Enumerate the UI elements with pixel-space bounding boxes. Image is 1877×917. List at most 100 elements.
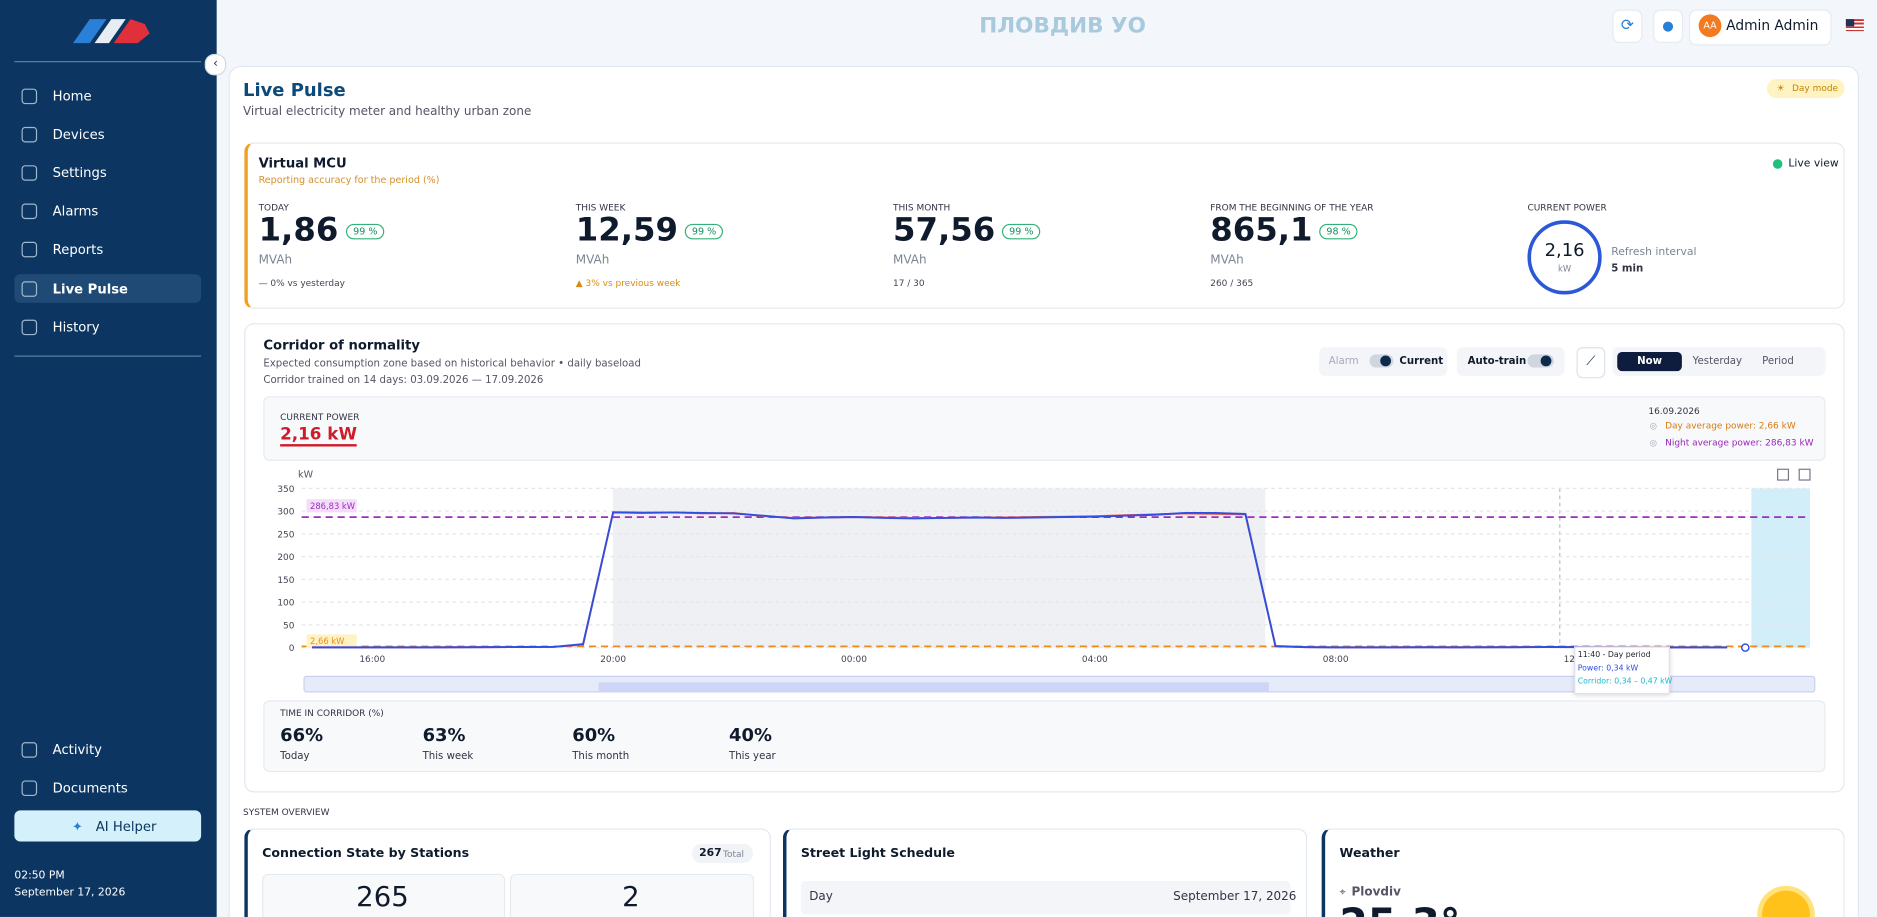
stat-label: FROM THE BEGINNING OF THE YEAR [1210,202,1374,214]
hover-point [1741,643,1750,652]
page-subtitle: Virtual electricity meter and healthy ur… [243,105,532,119]
refresh-value: 5 min [1611,263,1644,276]
chart-type-button[interactable]: ⟋ [1576,347,1606,379]
y-tick-label: 0 [289,644,295,654]
weather-temperature: 25,3° [1340,900,1461,917]
tab[interactable]: Period [1762,355,1794,368]
reference-label: 286,83 kW [310,501,355,511]
time-value: 63% [422,724,466,746]
sidebar: AI Helper ✦ 02:50 PM September 17, 2026 [0,0,217,917]
tab[interactable]: Yesterday [1692,355,1743,368]
x-tick-label: 20:00 [600,655,626,665]
nav-icon [21,165,38,181]
mode-badge [1766,79,1845,99]
mcu-title: Virtual MCU [258,155,347,172]
mode-label: Day mode [1792,82,1839,94]
stat-badge: 99 % [1001,223,1041,240]
selection-band [1751,488,1810,648]
y-tick-label: 350 [277,485,294,495]
total-value: 267 [699,847,722,860]
schedule-row-value: September 17, 2026 [1173,890,1297,904]
street-light-title: Street Light Schedule [800,846,955,861]
stat-badge: 99 % [345,223,385,240]
y-axis-label: kW [298,470,314,481]
language-flag[interactable] [1845,19,1864,32]
tab[interactable]: Now [1637,355,1663,368]
nav-item[interactable]: Settings [52,165,107,181]
auto-train-label: Auto-train [1467,355,1527,368]
total-label: Total [723,848,745,860]
current-label: CURRENT POWER [1527,202,1607,214]
refresh-button[interactable]: ⟳ [1612,9,1643,44]
stat-label: THIS MONTH [893,202,951,214]
tab-active-bg [1617,351,1682,372]
series-line [312,511,1728,649]
reset-button [1798,468,1811,481]
active-nav-bg [14,274,202,303]
reference-label-bg [306,634,357,648]
nav-icon [21,88,38,105]
decoration [1527,354,1554,368]
tooltip [1574,646,1670,695]
stat-note: 17 / 30 [893,277,925,289]
page-title: Live Pulse [243,79,346,101]
live-dot [1772,159,1783,169]
collapse-button[interactable]: ‹ [204,53,227,76]
decoration [1540,355,1552,367]
ai-helper-button[interactable] [14,810,202,842]
overview-label: SYSTEM OVERVIEW [243,806,330,818]
nav-item[interactable]: Alarms [52,203,99,220]
ai-helper-label: AI Helper [95,818,157,835]
stat-badge: 99 % [684,223,724,240]
day-average: Day average power: 2,66 kW [1665,420,1796,431]
stat-badge: 98 % [1319,223,1358,240]
nav-item[interactable]: Reports [52,241,104,258]
nav-item[interactable]: Live Pulse [52,281,128,297]
nav-item[interactable]: Home [52,88,92,105]
stat-value: 12,59 [575,211,679,249]
nav-item[interactable]: History [52,319,100,336]
x-tick-label: 08:00 [1323,655,1349,665]
stat-unit: MVAh [258,253,293,267]
y-tick-label: 50 [283,621,295,631]
tooltip-power: Power: 0,34 kW [1577,663,1639,673]
total-badge [691,843,753,864]
corridor-trained: Corridor trained on 14 days: 03.09.2026 … [263,374,544,387]
notifications-button[interactable]: ● [1653,9,1684,44]
current-unit: kW [1557,264,1572,275]
tooltip-title: 11:40 - Day period [1577,650,1651,660]
decoration: ◎ [1649,421,1657,431]
decoration: ✦ [71,818,83,835]
time-value: 60% [572,724,616,746]
toggle-off-label: Alarm [1328,355,1359,368]
nav-icon [21,203,38,220]
station-box [262,873,506,917]
nav-item[interactable]: Documents [52,780,128,797]
schedule-row-label: Day [809,890,833,904]
current-power-label: CURRENT POWER [280,411,360,423]
decoration [1380,355,1391,367]
nav-icon [21,319,38,336]
nav-icon [21,126,38,143]
decoration [14,61,202,63]
nav-item[interactable]: Devices [52,126,105,143]
stat-note: — 0% vs yesterday [258,277,345,289]
clock-date: September 17, 2026 [14,887,126,899]
y-tick-label: 250 [277,530,294,540]
night-average: Night average power: 286,83 kW [1665,436,1814,448]
time-label: This year [729,750,776,763]
connected-count: 265 [356,882,409,914]
avatar: AA [1698,14,1722,38]
stat-label: THIS WEEK [575,202,626,214]
x-tick-label: 00:00 [841,655,867,665]
nav-item[interactable]: Activity [52,742,102,758]
stat-value: 1,86 [258,211,339,249]
decoration [113,19,150,44]
y-tick-label: 150 [277,576,294,586]
time-label: This week [422,750,474,763]
time-label: This month [572,750,630,763]
zoom-window [598,682,1269,692]
mcu-card [244,142,1845,309]
